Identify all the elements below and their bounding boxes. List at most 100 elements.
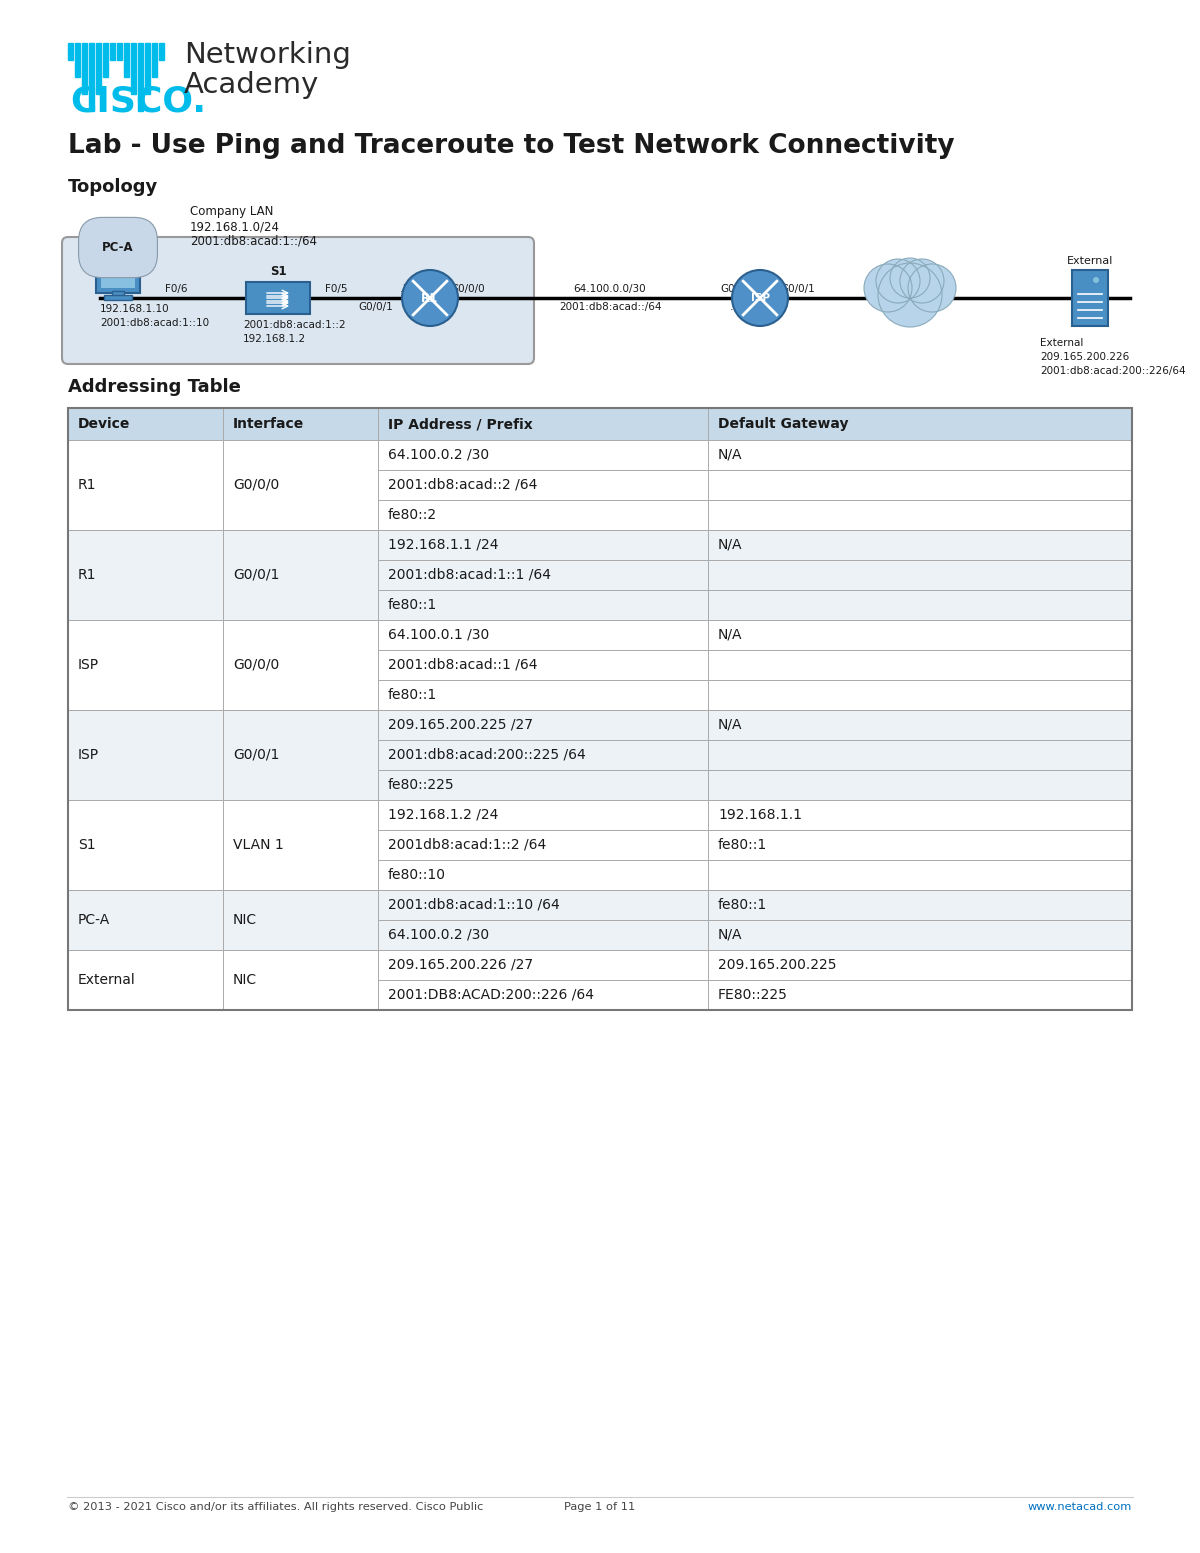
Text: External: External [1067, 256, 1114, 266]
Text: 192.168.1.2 /24: 192.168.1.2 /24 [388, 808, 498, 822]
Bar [708, 950, 1132, 980]
Text: 64.100.0.2 /30: 64.100.0.2 /30 [388, 447, 490, 461]
Bar [708, 980, 1132, 1009]
Bar [378, 651, 708, 680]
Bar [378, 471, 708, 500]
Text: R1: R1 [78, 568, 96, 582]
Bar [378, 919, 708, 950]
Text: ISP: ISP [750, 294, 769, 303]
Text: N/A: N/A [718, 717, 743, 731]
Text: 2001:db8:acad::2 /64: 2001:db8:acad::2 /64 [388, 478, 538, 492]
Text: G0/0/0: G0/0/0 [720, 284, 755, 294]
FancyBboxPatch shape [62, 238, 534, 363]
Bar [74, 43, 80, 78]
Text: NIC: NIC [233, 913, 257, 927]
Text: fe80::1: fe80::1 [388, 598, 437, 612]
Text: N/A: N/A [718, 627, 743, 641]
Bar [378, 530, 708, 561]
Bar [378, 770, 708, 800]
Text: fe80::1: fe80::1 [388, 688, 437, 702]
Text: © 2013 - 2021 Cisco and/or its affiliates. All rights reserved. Cisco Public: © 2013 - 2021 Cisco and/or its affiliate… [68, 1502, 484, 1513]
Text: External: External [1040, 339, 1084, 348]
Text: Lab - Use Ping and Traceroute to Test Network Connectivity: Lab - Use Ping and Traceroute to Test Ne… [68, 134, 955, 158]
Bar [708, 408, 1132, 439]
Text: FE80::225: FE80::225 [718, 988, 788, 1002]
Text: 64.100.0.2 /30: 64.100.0.2 /30 [388, 929, 490, 943]
Text: 2001:DB8:ACAD:200::226 /64: 2001:DB8:ACAD:200::226 /64 [388, 988, 594, 1002]
Bar [708, 590, 1132, 620]
Bar [152, 43, 157, 78]
Text: VLAN 1: VLAN 1 [233, 839, 283, 853]
Circle shape [878, 262, 942, 328]
Bar [89, 43, 94, 112]
Bar [708, 620, 1132, 651]
Bar [82, 43, 88, 95]
Bar [708, 860, 1132, 890]
Text: 192.168.1.0/24: 192.168.1.0/24 [190, 221, 280, 233]
Text: G0/0/1: G0/0/1 [233, 749, 280, 763]
Bar [145, 43, 150, 95]
Text: 209.165.200.225 /27: 209.165.200.225 /27 [388, 717, 533, 731]
Text: 2001:db8:acad:200::225 /64: 2001:db8:acad:200::225 /64 [388, 749, 586, 763]
Bar [246, 283, 310, 314]
Bar [138, 43, 143, 112]
Bar [708, 800, 1132, 829]
Circle shape [890, 258, 930, 298]
Text: 2001:db8:acad:1::10 /64: 2001:db8:acad:1::10 /64 [388, 898, 559, 912]
Bar [378, 980, 708, 1009]
Bar [68, 800, 223, 890]
Text: R1: R1 [78, 478, 96, 492]
Circle shape [1093, 276, 1099, 283]
Bar [223, 439, 378, 530]
Text: fe80::1: fe80::1 [718, 898, 767, 912]
Bar [378, 739, 708, 770]
Text: IP Address / Prefix: IP Address / Prefix [388, 418, 533, 432]
Bar [68, 408, 1132, 1009]
Bar [378, 680, 708, 710]
Bar [223, 530, 378, 620]
Text: G0/0/1: G0/0/1 [358, 301, 392, 312]
Bar [378, 710, 708, 739]
Text: fe80::225: fe80::225 [388, 778, 455, 792]
Text: 192.168.1.10: 192.168.1.10 [100, 304, 169, 314]
Text: F0/5: F0/5 [325, 284, 348, 294]
Text: R1: R1 [421, 292, 439, 304]
Bar [378, 890, 708, 919]
Bar [68, 710, 223, 800]
Circle shape [876, 259, 920, 303]
Text: PC-A: PC-A [102, 241, 134, 255]
Text: NIC: NIC [233, 974, 257, 988]
Bar [708, 561, 1132, 590]
Bar [101, 266, 134, 287]
Text: 192.168.1.1: 192.168.1.1 [718, 808, 802, 822]
Bar [68, 43, 73, 61]
Bar [1072, 270, 1108, 326]
Text: G0/0/0: G0/0/0 [450, 284, 485, 294]
Text: ISP: ISP [78, 658, 100, 672]
Bar [124, 43, 130, 78]
Text: Page 1 of 11: Page 1 of 11 [564, 1502, 636, 1513]
Bar [223, 710, 378, 800]
Text: 192.168.1.2: 192.168.1.2 [242, 334, 306, 345]
Text: CISCO.: CISCO. [70, 85, 206, 120]
Bar [158, 43, 164, 61]
Bar [378, 439, 708, 471]
Text: G0/0/0: G0/0/0 [233, 478, 280, 492]
Text: 209.165.200.226 /27: 209.165.200.226 /27 [388, 958, 533, 972]
Text: 2001:db8:acad::1 /64: 2001:db8:acad::1 /64 [388, 658, 538, 672]
Text: 2001:db8:acad:1::10: 2001:db8:acad:1::10 [100, 318, 209, 328]
Bar [708, 890, 1132, 919]
Text: .1: .1 [730, 301, 740, 312]
Text: G0/0/0: G0/0/0 [233, 658, 280, 672]
Text: Networking: Networking [184, 40, 350, 68]
Bar [378, 561, 708, 590]
Text: S1: S1 [78, 839, 96, 853]
Bar [708, 651, 1132, 680]
Bar [708, 710, 1132, 739]
Text: Interface: Interface [233, 418, 305, 432]
Bar [96, 43, 101, 95]
Circle shape [732, 270, 788, 326]
Text: 64.100.0.1 /30: 64.100.0.1 /30 [388, 627, 490, 641]
Text: Academy: Academy [184, 71, 319, 99]
Text: 2001:db8:acad:1::/64: 2001:db8:acad:1::/64 [190, 235, 317, 248]
